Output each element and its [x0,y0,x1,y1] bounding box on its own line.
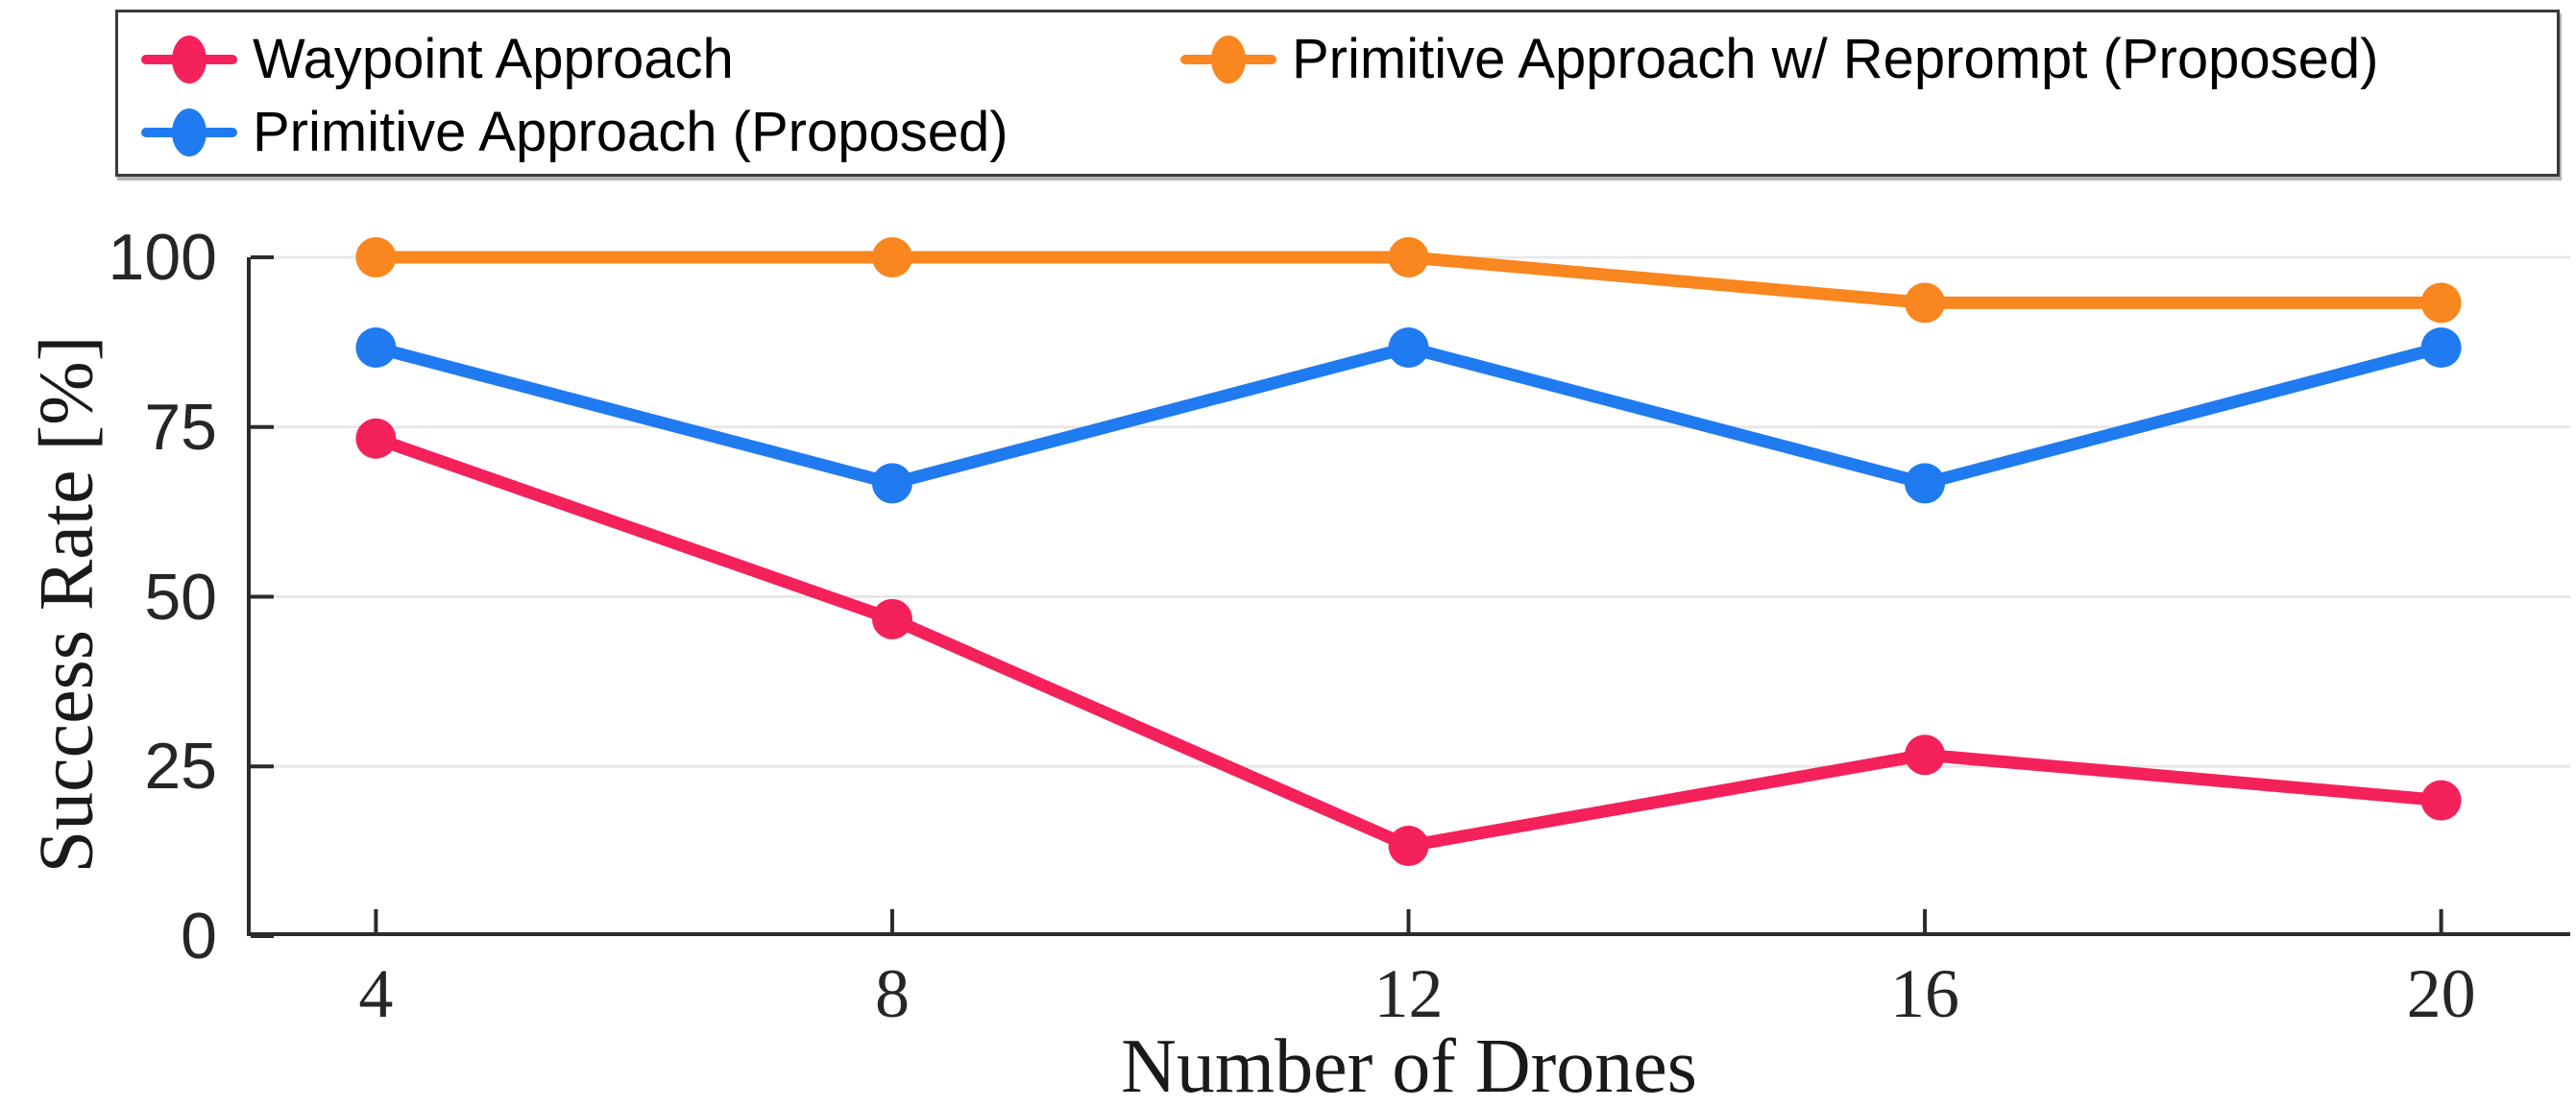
legend-label: Primitive Approach w/ Reprompt (Proposed… [1292,28,2379,90]
data-point [1905,734,1946,776]
data-point [2420,327,2462,369]
data-point [1905,463,1946,504]
legend-label: Primitive Approach (Proposed) [253,101,1009,163]
legend-line-sample [141,36,237,84]
ytick-label-25: 25 [144,730,217,804]
legend-entry-waypoint: Waypoint Approach [141,26,734,93]
data-point [2420,780,2462,821]
xtick-label-12: 12 [1373,955,1444,1032]
data-point [871,237,912,277]
series-line-0 [369,432,2448,853]
plot-area [247,237,2570,938]
data-point [871,598,912,639]
data-point [355,327,397,369]
data-point [355,237,397,277]
xtick-label-16: 16 [1890,955,1960,1032]
legend-line-sample [141,108,237,156]
xtick-label-8: 8 [874,955,910,1032]
data-point [355,418,397,459]
legend-label: Waypoint Approach [253,28,734,90]
legend: Waypoint Approach Primitive Approach (Pr… [115,10,2560,177]
xtick-label-20: 20 [2406,955,2476,1032]
xtick-label-4: 4 [358,955,394,1032]
data-point [1905,282,1946,324]
data-point [871,463,912,504]
legend-entry-reprompt: Primitive Approach w/ Reprompt (Proposed… [1180,26,2378,93]
data-point [2420,282,2462,324]
data-point [1388,237,1429,277]
series-line-1 [369,341,2448,490]
legend-line-sample [1180,36,1276,84]
legend-marker-icon [1211,36,1246,84]
x-axis-label: Number of Drones [1121,1024,1697,1107]
data-point [1388,825,1429,866]
legend-entry-primitive: Primitive Approach (Proposed) [141,99,1009,166]
chart-canvas [247,237,2570,938]
ytick-label-50: 50 [144,560,217,634]
data-point [1388,327,1429,369]
legend-marker-icon [172,108,207,156]
legend-marker-icon [172,36,207,84]
ytick-label-75: 75 [144,390,217,464]
ytick-label-100: 100 [108,221,217,294]
ytick-label-0: 0 [181,900,217,973]
